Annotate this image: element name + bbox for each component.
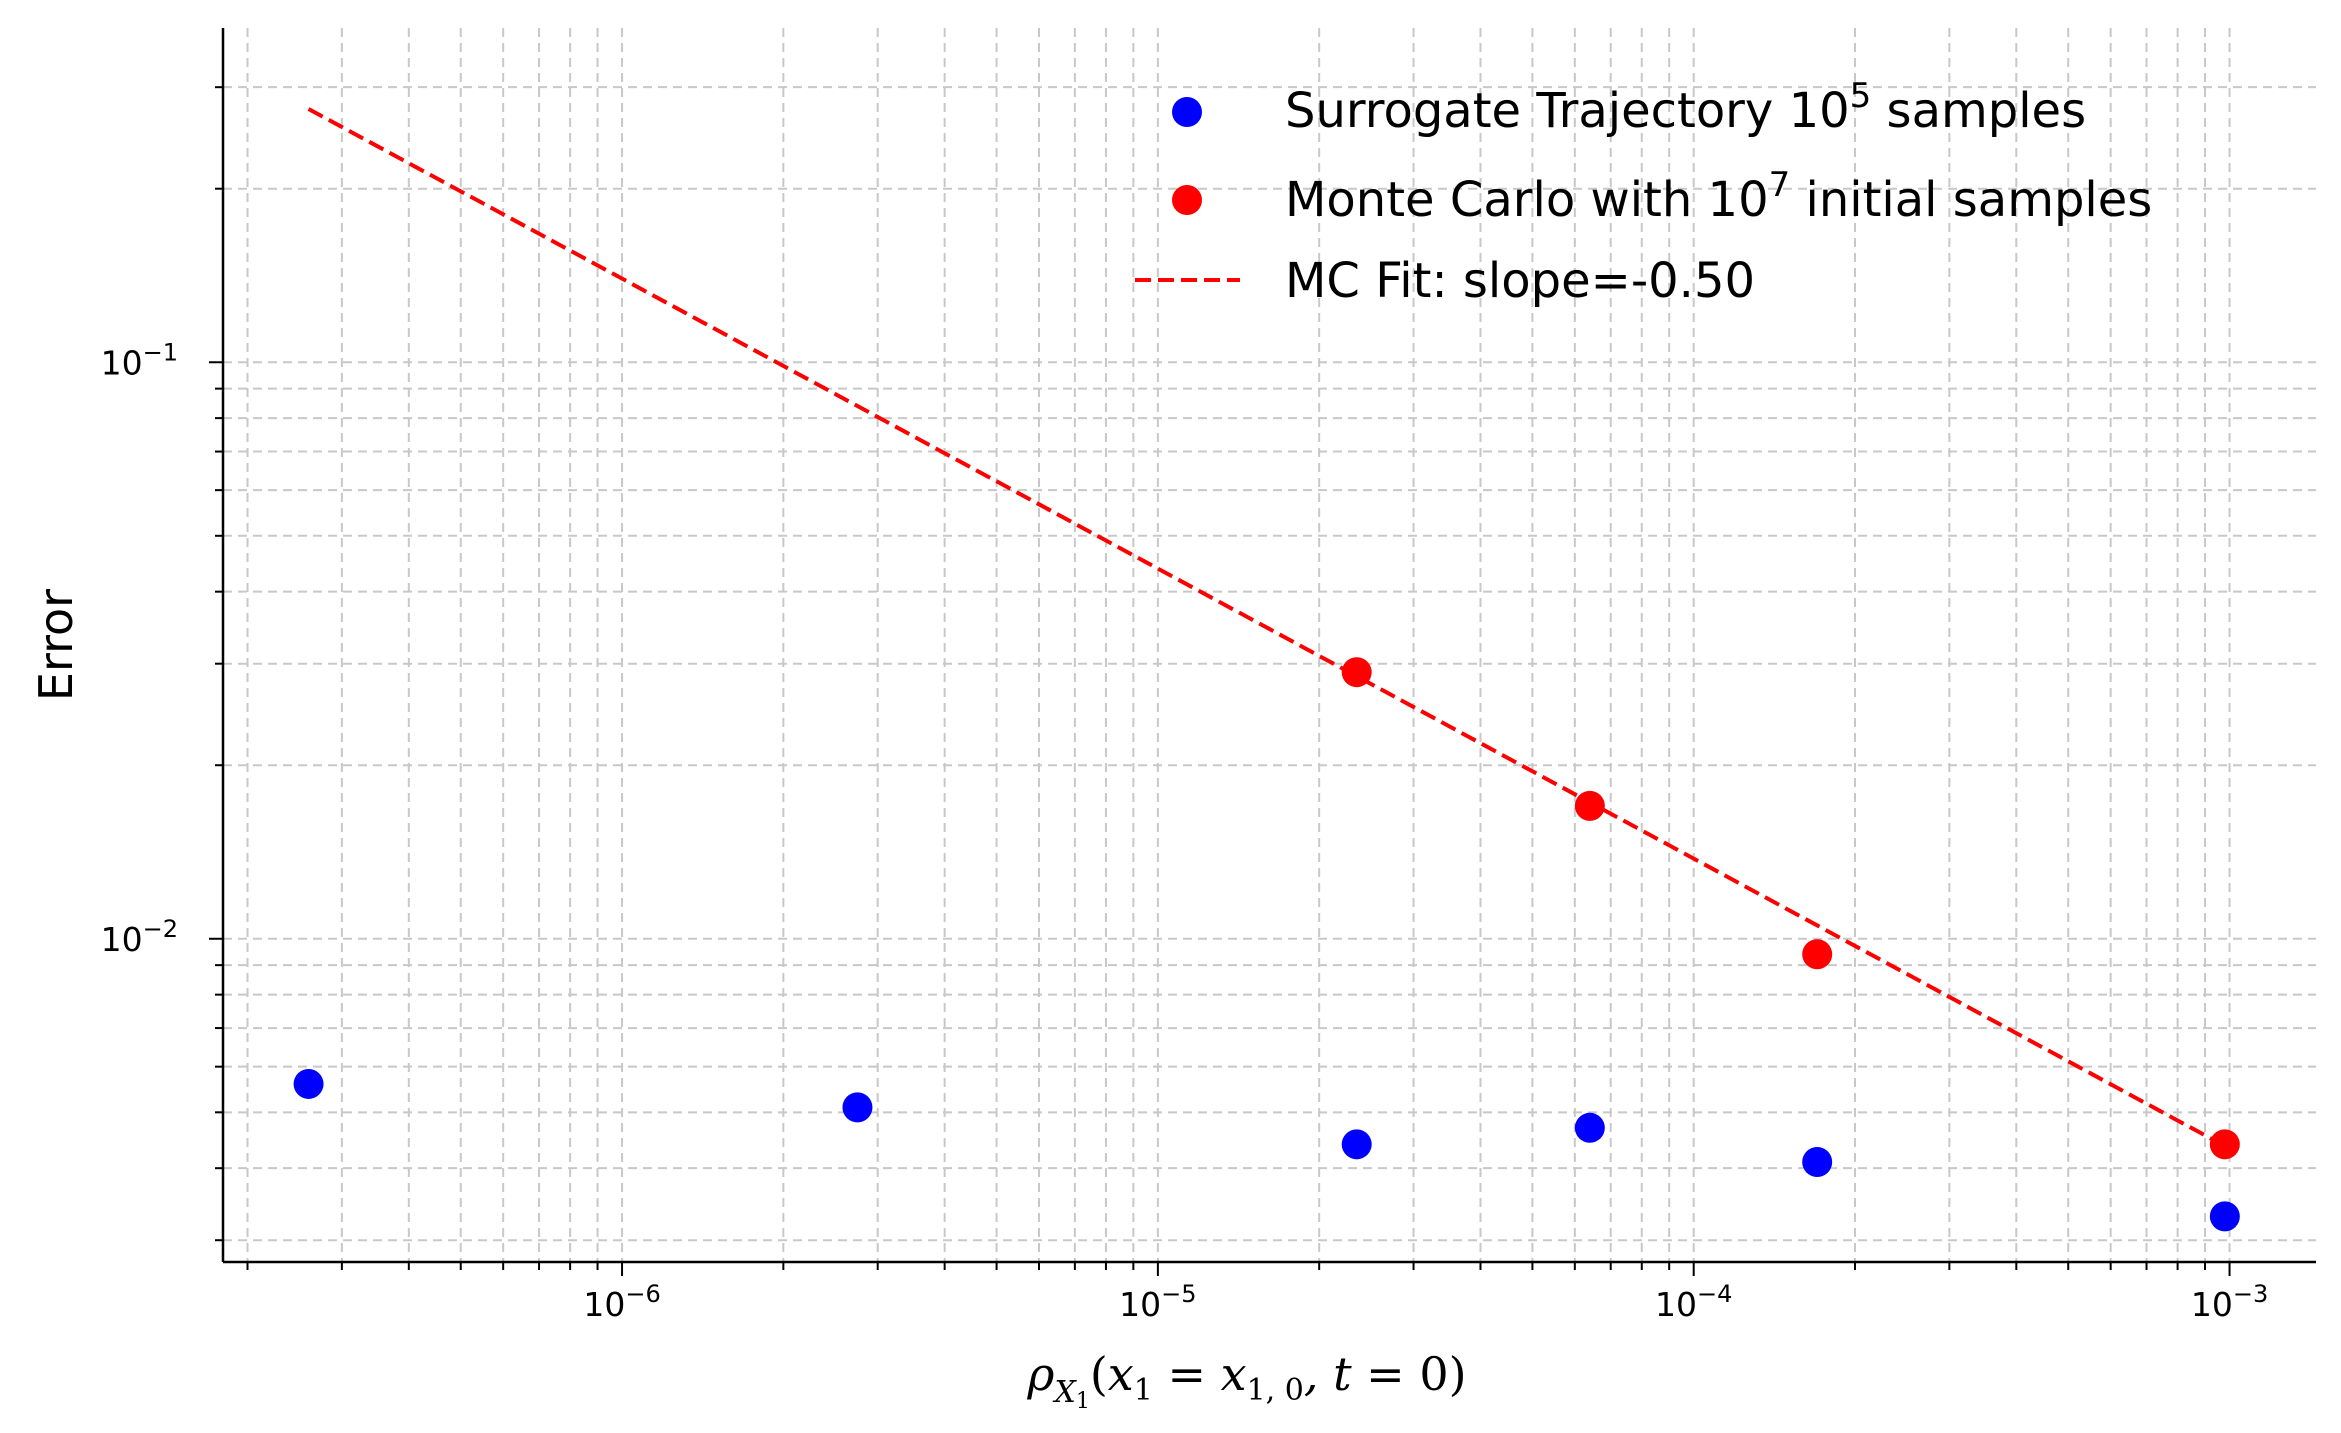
monte-carlo-point <box>1574 790 1605 821</box>
surrogate-point <box>2209 1201 2240 1232</box>
monte-carlo-point <box>1341 657 1372 688</box>
legend: Surrogate Trajectory 105 samples Monte C… <box>1135 76 2152 309</box>
axes <box>221 28 2316 1264</box>
y-tick-label: 10−1 <box>101 338 178 382</box>
surrogate-point <box>1802 1147 1833 1178</box>
x-tick-label: 10−5 <box>1119 1280 1196 1324</box>
x-tick-label: 10−6 <box>583 1280 660 1324</box>
legend-label-monte-carlo: Monte Carlo with 107 initial samples <box>1285 165 2152 228</box>
points-layer <box>293 657 2240 1232</box>
legend-label-fit-line: MC Fit: slope=-0.50 <box>1285 253 1755 309</box>
y-tick-label: 10−2 <box>101 915 178 959</box>
fit-line-layer <box>307 107 2226 1148</box>
surrogate-point <box>1341 1129 1372 1160</box>
legend-label-surrogate: Surrogate Trajectory 105 samples <box>1285 76 2086 139</box>
surrogate-point <box>1574 1112 1605 1143</box>
fit-line <box>307 107 2226 1148</box>
grid <box>223 28 2316 1262</box>
tick-labels: 10−6 10−5 10−4 10−3 10−1 10−2 <box>101 338 2269 1324</box>
x-axis-label: ρX1(x1 = x1, 0, t = 0) <box>1026 1347 1466 1414</box>
monte-carlo-point <box>2209 1129 2240 1160</box>
ticks <box>209 86 2231 1276</box>
legend-marker-monte-carlo <box>1172 185 1202 215</box>
x-tick-label: 10−3 <box>2191 1280 2268 1324</box>
monte-carlo-point <box>1802 939 1833 970</box>
y-axis-label: Error <box>29 589 83 701</box>
surrogate-point <box>842 1092 873 1123</box>
legend-marker-surrogate <box>1172 97 1202 127</box>
surrogate-point <box>293 1068 324 1099</box>
x-tick-label: 10−4 <box>1655 1280 1732 1324</box>
